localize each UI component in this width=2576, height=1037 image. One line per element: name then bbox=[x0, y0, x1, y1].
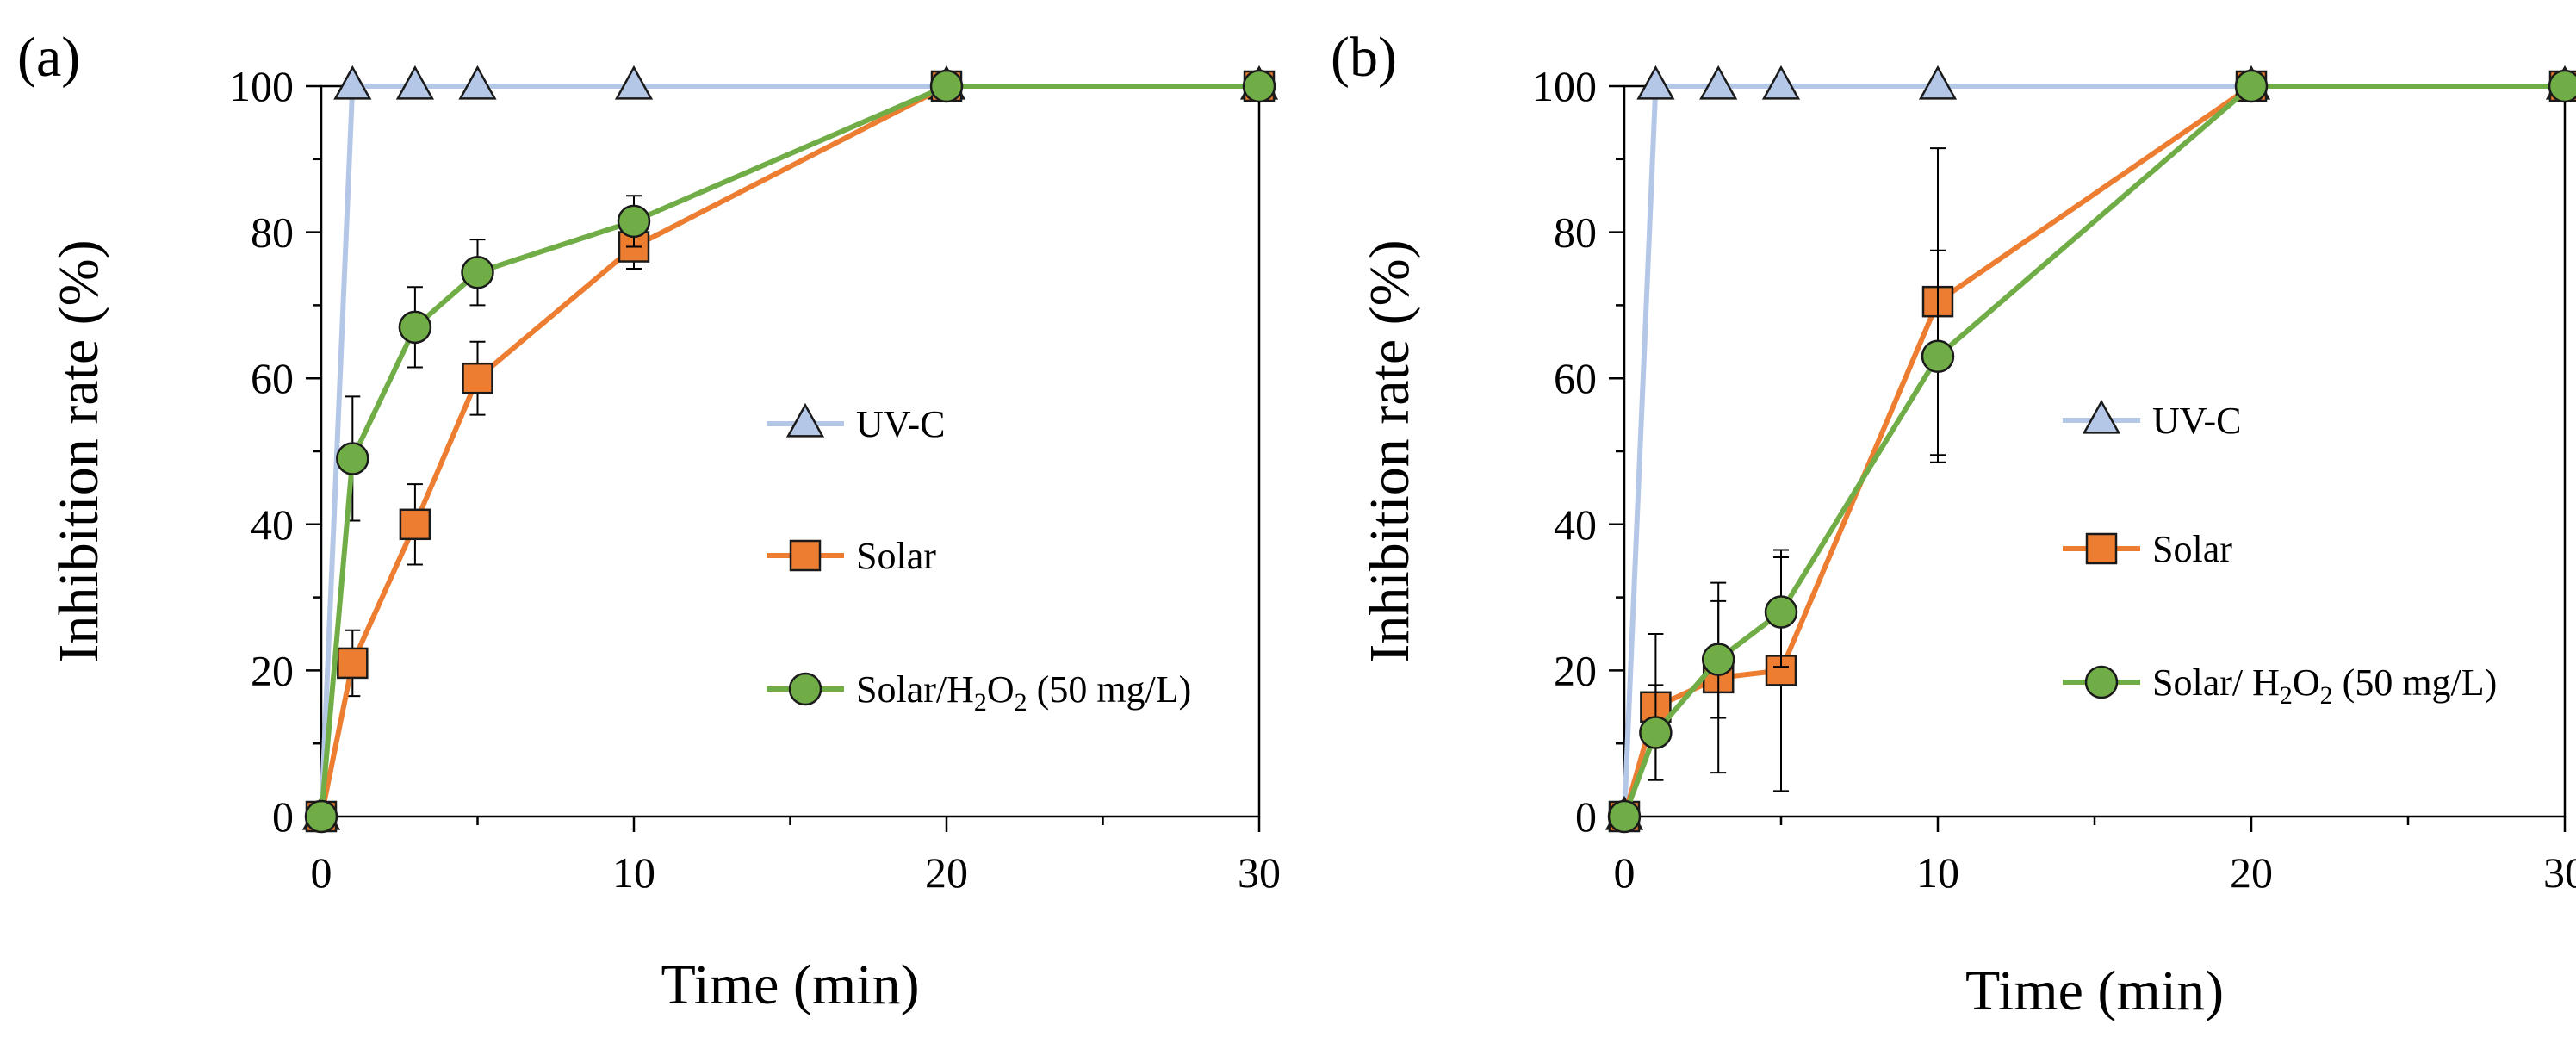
y-tick-label: 60 bbox=[251, 354, 294, 402]
data-point-triangle bbox=[395, 65, 435, 100]
data-point-triangle bbox=[1699, 65, 1738, 100]
data-point-circle bbox=[1607, 799, 1642, 834]
legend-label: Solar/H2O2 (50 mg/L) bbox=[856, 668, 1191, 717]
series-circle bbox=[1607, 69, 2576, 834]
y-tick-label: 100 bbox=[1532, 62, 1597, 110]
legend-label: Solar bbox=[2152, 528, 2232, 570]
panel-label: (b) bbox=[1331, 26, 1397, 89]
legend-label: Solar bbox=[856, 535, 936, 577]
data-point-circle bbox=[461, 255, 494, 289]
data-point-circle bbox=[398, 310, 432, 345]
panel-label: (a) bbox=[17, 26, 80, 89]
legend-marker-circle bbox=[788, 672, 822, 706]
y-tick-label: 100 bbox=[229, 62, 294, 110]
legend-entry: UV-C bbox=[2063, 399, 2242, 442]
y-axis-title: Inhibition rate (%) bbox=[47, 239, 110, 662]
legend-marker-square bbox=[2085, 532, 2118, 565]
y-tick-label: 40 bbox=[1554, 500, 1597, 549]
x-tick-label: 20 bbox=[2230, 848, 2273, 897]
series-triangle bbox=[1605, 65, 2576, 830]
x-axis-title: Time (min) bbox=[661, 953, 919, 1016]
x-tick-label: 30 bbox=[1238, 848, 1281, 897]
legend-entry: Solar bbox=[2063, 528, 2232, 570]
data-point-triangle bbox=[458, 65, 497, 100]
legend-entry: Solar/H2O2 (50 mg/L) bbox=[767, 668, 1191, 717]
data-point-square bbox=[462, 362, 493, 394]
data-point-triangle bbox=[1636, 65, 1675, 100]
legend-marker-triangle bbox=[785, 402, 825, 438]
data-point-circle bbox=[617, 204, 651, 239]
legend-marker-triangle bbox=[2082, 399, 2121, 434]
x-tick-label: 30 bbox=[2543, 848, 2576, 897]
data-point-circle bbox=[2548, 69, 2576, 103]
y-tick-label: 20 bbox=[251, 646, 294, 694]
data-point-circle bbox=[1701, 643, 1735, 676]
series-square bbox=[1608, 70, 2576, 833]
legend-entry: UV-C bbox=[767, 402, 946, 445]
y-axis-title: Inhibition rate (%) bbox=[1358, 239, 1421, 662]
y-tick-label: 40 bbox=[251, 500, 294, 549]
chart-panel-a: 0 20 40 60 80 100 0 10 20 30 Time (min) Inhibition … bbox=[17, 26, 1281, 1016]
y-tick-label: 20 bbox=[1554, 646, 1597, 694]
data-point-triangle bbox=[1761, 65, 1801, 100]
chart-panel-b: 0 20 40 60 80 100 0 10 20 30 Time (min) Inhibition … bbox=[1331, 26, 2576, 1022]
series-line bbox=[1622, 84, 2565, 817]
series-square bbox=[305, 70, 1276, 833]
data-point-triangle bbox=[614, 65, 654, 100]
data-point-triangle bbox=[333, 65, 372, 100]
data-point-triangle bbox=[1918, 65, 1958, 100]
y-tick-label: 0 bbox=[272, 792, 294, 841]
x-axis-title: Time (min) bbox=[1965, 959, 2224, 1022]
y-tick-label: 60 bbox=[1554, 354, 1597, 402]
data-point-circle bbox=[2234, 69, 2269, 103]
data-point-circle bbox=[929, 69, 964, 103]
y-tick-label: 0 bbox=[1575, 792, 1597, 841]
data-point-square bbox=[399, 508, 431, 541]
legend-label: UV-C bbox=[856, 403, 946, 445]
legend-entry: Solar/ H2O2 (50 mg/L) bbox=[2063, 661, 2497, 710]
legend-marker-circle bbox=[2084, 665, 2119, 699]
data-point-circle bbox=[304, 799, 338, 834]
legend-label: Solar/ H2O2 (50 mg/L) bbox=[2152, 661, 2497, 710]
data-point-circle bbox=[1639, 716, 1673, 749]
x-tick-label: 10 bbox=[1916, 848, 1959, 897]
x-tick-label: 0 bbox=[1614, 848, 1636, 897]
data-point-circle bbox=[1242, 69, 1276, 103]
data-point-circle bbox=[336, 442, 369, 475]
x-tick-label: 0 bbox=[311, 848, 332, 897]
legend-marker-square bbox=[789, 539, 822, 572]
legend-label: UV-C bbox=[2152, 400, 2242, 442]
data-point-circle bbox=[1764, 595, 1798, 629]
y-tick-label: 80 bbox=[251, 208, 294, 257]
series-circle bbox=[304, 69, 1276, 834]
x-tick-label: 20 bbox=[925, 848, 968, 897]
y-tick-label: 80 bbox=[1554, 208, 1597, 257]
legend-entry: Solar bbox=[767, 535, 936, 577]
x-tick-label: 10 bbox=[612, 848, 655, 897]
data-point-circle bbox=[1921, 339, 1955, 374]
data-point-square bbox=[337, 647, 369, 680]
